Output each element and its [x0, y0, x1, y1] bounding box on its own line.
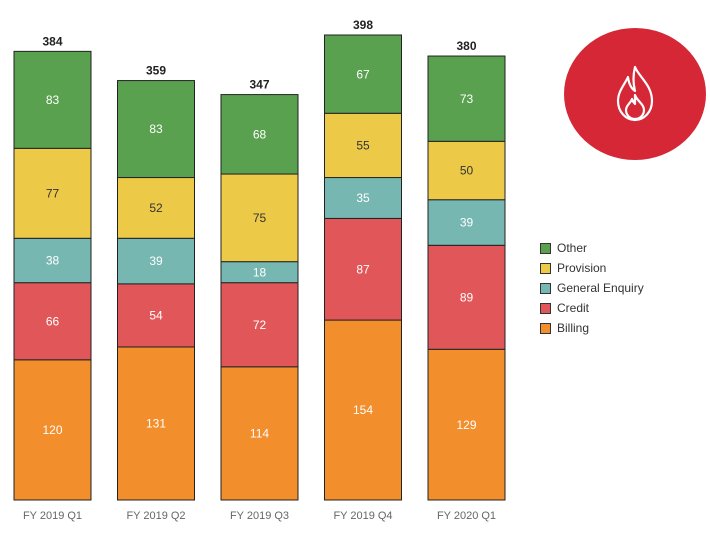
legend-item-provision[interactable]: Provision: [540, 258, 644, 278]
legend-item-general-enquiry[interactable]: General Enquiry: [540, 278, 644, 298]
segment-value-label: 87: [356, 262, 370, 276]
bar-total-label: 359: [146, 64, 166, 78]
legend-label: Provision: [557, 261, 607, 275]
segment-value-label: 75: [253, 211, 267, 225]
legend-item-other[interactable]: Other: [540, 238, 644, 258]
bar-segment-billing[interactable]: [13, 359, 92, 501]
bar-segment-other[interactable]: [427, 55, 506, 142]
segment-value-label: 52: [149, 201, 163, 215]
segment-value-label: 66: [46, 314, 60, 328]
bar-segment-credit[interactable]: [324, 217, 402, 321]
bar-total-label: 384: [42, 34, 62, 48]
bar-segment-billing[interactable]: [117, 346, 195, 501]
x-tick-label: FY 2019 Q4: [333, 510, 392, 522]
bar-total-label: 380: [456, 39, 476, 53]
x-tick-label: FY 2019 Q2: [126, 510, 185, 522]
bar-segment-credit[interactable]: [117, 283, 195, 348]
legend-swatch: [540, 302, 551, 314]
segment-value-label: 77: [46, 186, 60, 200]
legend-swatch: [540, 242, 551, 254]
segment-value-label: 83: [46, 93, 60, 107]
bar-segment-provision[interactable]: [427, 140, 506, 201]
flame-badge: [564, 28, 706, 160]
bar-segment-credit[interactable]: [427, 244, 506, 350]
bar-segment-provision[interactable]: [117, 177, 195, 239]
x-tick-label: FY 2020 Q1: [437, 510, 496, 522]
segment-value-label: 18: [253, 265, 267, 279]
flame-icon: [616, 65, 654, 122]
bar-total-label: 347: [249, 78, 269, 92]
bar-segment-provision[interactable]: [324, 112, 402, 179]
segment-value-label: 83: [149, 122, 163, 136]
segment-value-label: 129: [456, 418, 476, 432]
segment-value-label: 72: [253, 318, 267, 332]
bar-segment-other[interactable]: [220, 94, 299, 175]
bar-segment-other[interactable]: [117, 80, 195, 179]
segment-value-label: 55: [356, 139, 370, 153]
bar-segment-credit[interactable]: [13, 282, 92, 361]
legend-item-credit[interactable]: Credit: [540, 298, 644, 318]
segment-value-label: 89: [460, 290, 474, 304]
bar-segment-general-enquiry[interactable]: [324, 177, 402, 219]
bar-segment-credit[interactable]: [220, 282, 299, 368]
segment-value-label: 120: [42, 423, 62, 437]
bar-segment-general-enquiry[interactable]: [13, 237, 92, 284]
segment-value-label: 67: [356, 67, 370, 81]
bar-segment-other[interactable]: [324, 34, 402, 114]
legend-label: Other: [557, 241, 588, 255]
bar-total-label: 398: [353, 18, 373, 32]
legend-swatch: [540, 282, 551, 294]
legend-swatch: [540, 262, 551, 274]
legend: Other Provision General Enquiry Credit Billi…: [540, 238, 644, 338]
segment-value-label: 73: [460, 92, 474, 106]
legend-swatch: [540, 322, 551, 334]
segment-value-label: 39: [460, 216, 474, 230]
bar-segment-billing[interactable]: [220, 366, 299, 501]
legend-label: Credit: [557, 301, 590, 315]
bar-segment-billing[interactable]: [427, 348, 506, 501]
x-tick-label: FY 2019 Q3: [230, 510, 289, 522]
bar-segment-general-enquiry[interactable]: [117, 237, 195, 285]
segment-value-label: 68: [253, 127, 267, 141]
x-tick-label: FY 2019 Q1: [23, 510, 82, 522]
legend-label: General Enquiry: [557, 281, 644, 295]
segment-value-label: 131: [146, 417, 166, 431]
segment-value-label: 54: [149, 309, 163, 323]
legend-item-billing[interactable]: Billing: [540, 318, 644, 338]
bar-segment-provision[interactable]: [220, 173, 299, 263]
segment-value-label: 35: [356, 191, 370, 205]
legend-label: Billing: [557, 321, 590, 335]
segment-value-label: 114: [250, 427, 269, 441]
bar-segment-other[interactable]: [13, 50, 92, 149]
segment-value-label: 154: [353, 403, 373, 417]
bar-segment-billing[interactable]: [324, 319, 402, 501]
segment-value-label: 50: [460, 164, 474, 178]
segment-value-label: 39: [149, 254, 163, 268]
segment-value-label: 38: [46, 254, 60, 268]
